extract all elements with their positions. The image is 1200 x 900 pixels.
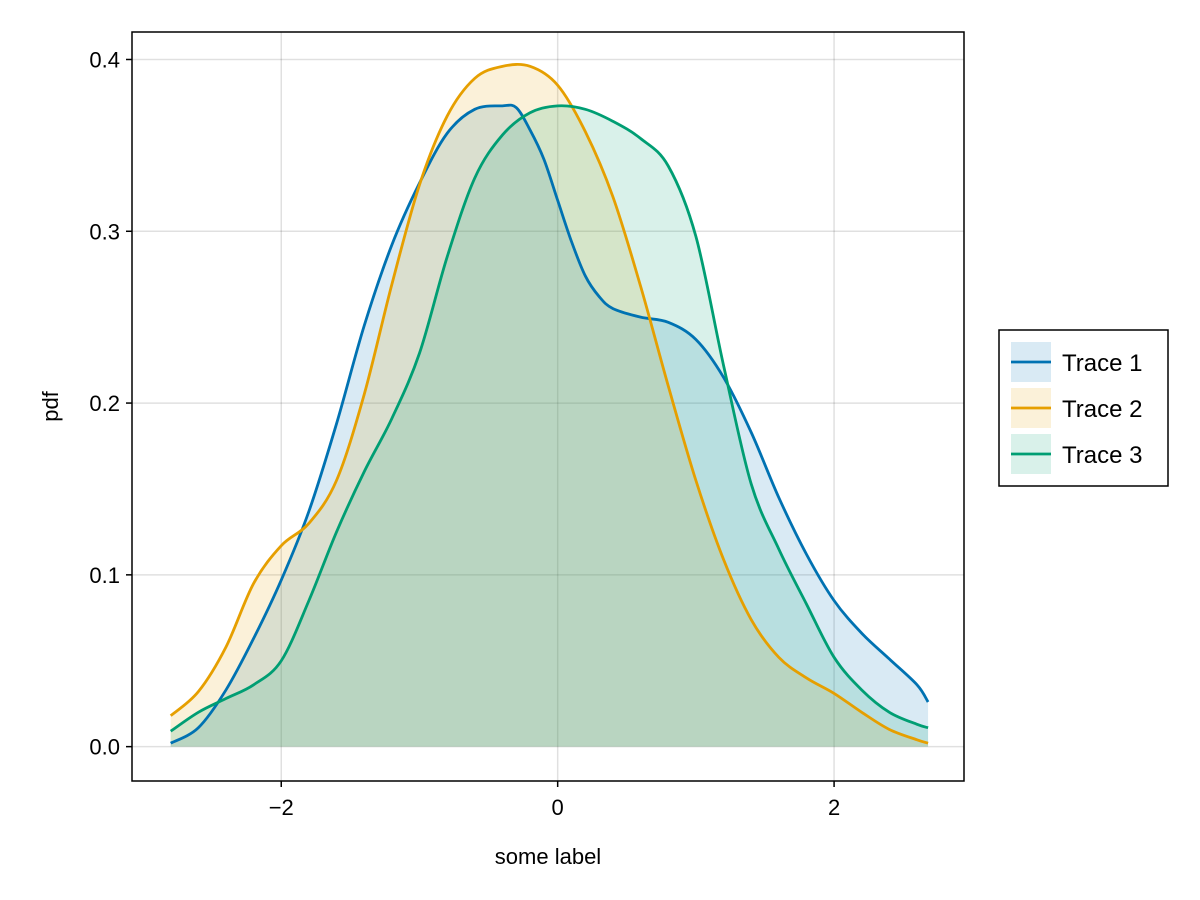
legend-label: Trace 3 bbox=[1062, 442, 1142, 469]
density-fills bbox=[170, 64, 929, 747]
y-axis-label: pdf bbox=[38, 390, 63, 421]
density-fill-trace-1 bbox=[170, 105, 929, 747]
x-axis-label: some label bbox=[495, 844, 601, 869]
legend: Trace 1 Trace 2 Trace 3 bbox=[998, 329, 1169, 487]
legend-label: Trace 2 bbox=[1062, 396, 1142, 423]
x-tick-label: 2 bbox=[828, 795, 840, 820]
legend-item-trace-1: Trace 1 bbox=[1011, 342, 1142, 382]
density-lines bbox=[169, 63, 930, 745]
plot-frame bbox=[131, 31, 965, 782]
y-tick-label: 0.1 bbox=[89, 563, 120, 588]
y-tick-label: 0.3 bbox=[89, 219, 120, 244]
legend-item-trace-2: Trace 2 bbox=[1011, 388, 1142, 428]
grid-lines bbox=[132, 32, 964, 781]
density-fill-trace-2 bbox=[170, 64, 929, 747]
y-tick-label: 0.4 bbox=[89, 47, 120, 72]
legend-item-trace-3: Trace 3 bbox=[1011, 434, 1142, 474]
density-line-trace-3 bbox=[169, 104, 929, 733]
x-tick-label: −2 bbox=[269, 795, 294, 820]
y-axis-ticks: 0.0 0.1 0.2 0.3 0.4 bbox=[89, 47, 132, 760]
x-axis-ticks: −2 0 2 bbox=[269, 781, 840, 820]
density-line-trace-1 bbox=[170, 103, 930, 745]
y-tick-label: 0.2 bbox=[89, 391, 120, 416]
x-tick-label: 0 bbox=[552, 795, 564, 820]
legend-label: Trace 1 bbox=[1062, 350, 1142, 377]
density-fill-trace-3 bbox=[170, 105, 929, 747]
density-line-trace-2 bbox=[169, 63, 929, 745]
y-tick-label: 0.0 bbox=[89, 735, 120, 760]
